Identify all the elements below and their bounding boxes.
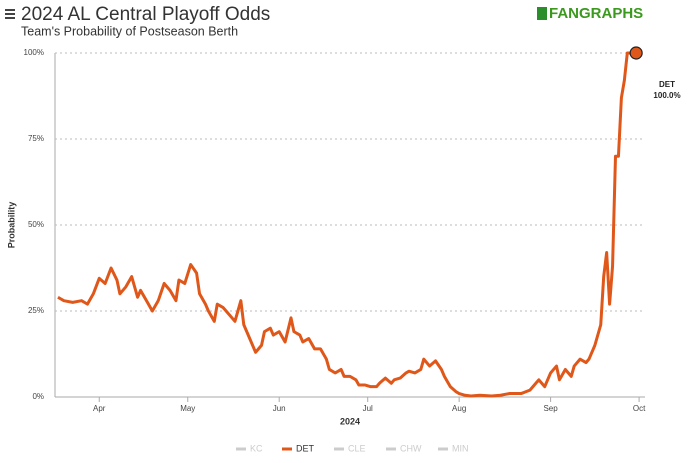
y-tick-label: 100% — [24, 48, 44, 57]
menu-bar — [5, 9, 15, 11]
series-line — [57, 51, 637, 398]
legend-label[interactable]: KC — [250, 443, 263, 453]
x-tick-label: Jun — [273, 404, 286, 413]
y-tick-label: 0% — [32, 392, 44, 401]
brand-icon — [537, 7, 547, 20]
end-series-label: DET — [659, 80, 675, 89]
legend-label[interactable]: CLE — [348, 443, 366, 453]
legend-label[interactable]: CHW — [400, 443, 422, 453]
x-axis-label: 2024 — [340, 416, 360, 426]
x-tick-label: Apr — [93, 404, 106, 413]
legend-label[interactable]: MIN — [452, 443, 469, 453]
brand-logo: FANGRAPHS — [549, 5, 643, 22]
x-tick-label: Sep — [543, 404, 558, 413]
y-tick-label: 75% — [28, 134, 44, 143]
chart-title: 2024 AL Central Playoff Odds — [21, 4, 270, 25]
menu-bar — [5, 13, 15, 15]
x-tick-label: Aug — [452, 404, 466, 413]
legend-label[interactable]: DET — [296, 443, 315, 453]
x-tick-label: Oct — [633, 404, 646, 413]
end-point — [629, 46, 643, 60]
x-tick-label: May — [180, 404, 195, 413]
chart-subtitle: Team's Probability of Postseason Berth — [21, 24, 238, 38]
y-tick-label: 50% — [28, 220, 44, 229]
x-tick-label: Jul — [363, 404, 373, 413]
y-axis-label: Probability — [6, 202, 16, 249]
menu-icon[interactable] — [5, 9, 15, 19]
end-value-label: 100.0% — [653, 91, 680, 100]
menu-bar — [5, 17, 15, 19]
y-tick-label: 25% — [28, 306, 44, 315]
